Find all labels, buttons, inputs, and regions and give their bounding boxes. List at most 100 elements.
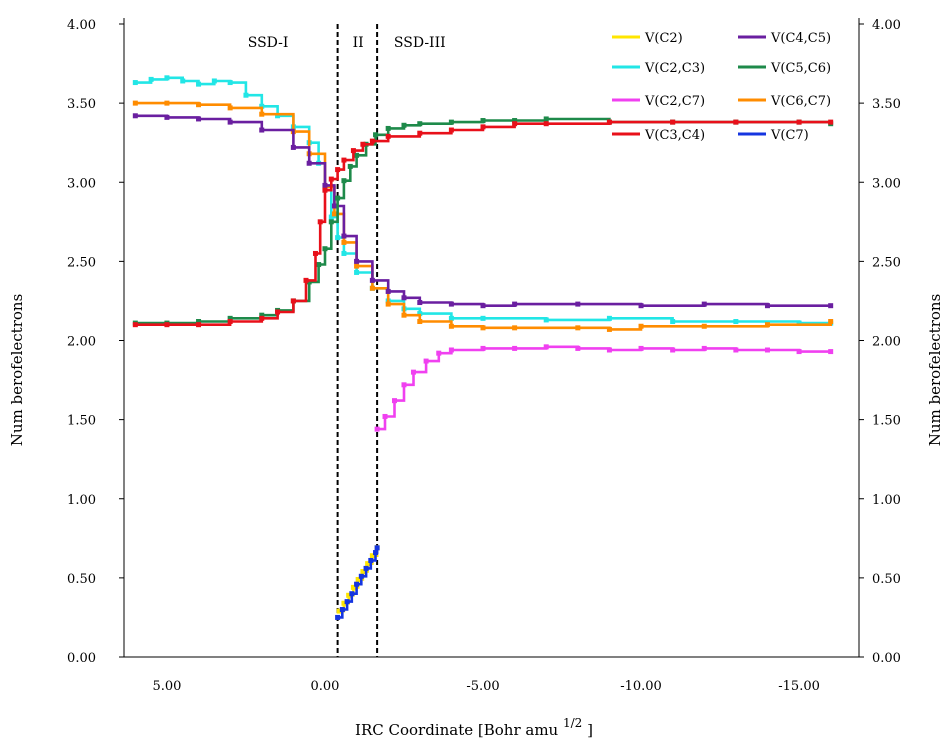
legend-label: V(C3,C4) bbox=[644, 128, 705, 143]
data-point bbox=[733, 347, 739, 353]
data-point bbox=[259, 127, 265, 133]
y-tick-label-right: 2.00 bbox=[872, 335, 901, 350]
y-axis-left: 0.00 0.50 1.00 1.50 2.00 2.50 3.00 3.50 4.00 bbox=[67, 18, 125, 666]
data-point bbox=[227, 105, 233, 111]
data-point bbox=[358, 573, 364, 579]
data-point bbox=[512, 118, 518, 124]
data-point bbox=[670, 119, 676, 125]
data-point bbox=[227, 315, 233, 321]
data-point bbox=[328, 219, 334, 225]
data-point bbox=[354, 581, 360, 587]
data-point bbox=[512, 345, 518, 351]
data-point bbox=[290, 144, 296, 150]
data-point bbox=[227, 119, 233, 125]
data-point bbox=[480, 303, 486, 309]
x-axis-title: IRC Coordinate [Bohr amu 1/2 ] bbox=[355, 713, 593, 739]
data-point bbox=[543, 344, 549, 350]
legend: V(C2) V(C4,C5) V(C2,C3) V(C5,C6) V(C2,C7) V(C… bbox=[612, 31, 831, 143]
data-point bbox=[354, 263, 360, 269]
data-point bbox=[385, 133, 391, 139]
y-axis-title-left: Num berofelectrons bbox=[8, 294, 26, 447]
data-point bbox=[448, 301, 454, 307]
x-axis-title-sup: 1/2 bbox=[563, 716, 582, 730]
y-tick-label-left: 3.50 bbox=[67, 97, 96, 112]
data-point bbox=[164, 75, 170, 81]
y-tick-label-right: 0.50 bbox=[872, 572, 901, 587]
x-tick-label: 0.00 bbox=[310, 679, 339, 694]
data-point bbox=[354, 269, 360, 275]
data-point bbox=[227, 319, 233, 325]
data-point bbox=[417, 319, 423, 325]
data-point bbox=[575, 325, 581, 331]
data-point bbox=[317, 219, 323, 225]
data-point bbox=[480, 118, 486, 124]
series-line bbox=[377, 345, 831, 431]
data-point bbox=[148, 76, 154, 82]
data-point bbox=[316, 262, 322, 268]
data-point bbox=[180, 78, 186, 84]
data-point bbox=[164, 114, 170, 120]
data-point bbox=[764, 347, 770, 353]
data-point bbox=[448, 347, 454, 353]
data-point bbox=[670, 347, 676, 353]
legend-label: V(C2,C3) bbox=[644, 61, 705, 76]
data-point bbox=[382, 413, 388, 419]
data-point bbox=[606, 326, 612, 332]
data-point bbox=[259, 103, 265, 109]
y-tick-label-left: 2.50 bbox=[67, 255, 96, 270]
y-tick-label-right: 1.50 bbox=[872, 414, 901, 429]
x-tick-label: -5.00 bbox=[466, 679, 499, 694]
data-point bbox=[341, 250, 347, 256]
data-point bbox=[401, 382, 407, 388]
data-point bbox=[341, 600, 347, 606]
data-point bbox=[638, 345, 644, 351]
data-point bbox=[196, 81, 202, 87]
data-point bbox=[312, 250, 318, 256]
data-point bbox=[211, 78, 217, 84]
data-point bbox=[349, 591, 355, 597]
data-point bbox=[335, 235, 341, 241]
data-point bbox=[512, 121, 518, 127]
region-dividers: SSD-I II SSD-III bbox=[248, 24, 446, 657]
data-point bbox=[341, 178, 347, 184]
data-point bbox=[575, 345, 581, 351]
data-point bbox=[373, 550, 379, 556]
y-tick-label-left: 4.00 bbox=[67, 18, 96, 33]
data-point bbox=[764, 322, 770, 328]
x-tick-label: 5.00 bbox=[152, 679, 181, 694]
data-point bbox=[448, 119, 454, 125]
data-point bbox=[322, 187, 328, 193]
legend-label: V(C2,C7) bbox=[644, 94, 705, 109]
data-point bbox=[355, 576, 361, 582]
data-point bbox=[132, 322, 138, 328]
data-point bbox=[448, 323, 454, 329]
data-point bbox=[733, 119, 739, 125]
data-point bbox=[336, 608, 342, 614]
data-point bbox=[764, 303, 770, 309]
legend-label: V(C5,C6) bbox=[770, 61, 831, 76]
y-tick-label-left: 0.50 bbox=[67, 572, 96, 587]
data-point bbox=[828, 349, 834, 355]
data-point bbox=[373, 132, 379, 138]
data-point bbox=[369, 138, 375, 144]
data-point bbox=[344, 599, 350, 605]
data-point bbox=[354, 258, 360, 264]
data-point bbox=[132, 100, 138, 106]
data-point bbox=[259, 315, 265, 321]
data-point bbox=[512, 301, 518, 307]
data-point bbox=[335, 614, 341, 620]
data-point bbox=[374, 426, 380, 432]
data-point bbox=[243, 92, 249, 98]
region-label: SSD-I bbox=[248, 35, 289, 51]
data-point bbox=[401, 122, 407, 128]
data-point bbox=[132, 113, 138, 119]
y-tick-label-right: 2.50 bbox=[872, 255, 901, 270]
data-point bbox=[828, 119, 834, 125]
data-point bbox=[350, 584, 356, 590]
y-tick-label-left: 0.00 bbox=[67, 651, 96, 666]
series-line bbox=[135, 117, 832, 325]
plot-series bbox=[132, 75, 834, 620]
data-point bbox=[448, 127, 454, 133]
data-point bbox=[701, 323, 707, 329]
x-tick-label: -10.00 bbox=[620, 679, 662, 694]
